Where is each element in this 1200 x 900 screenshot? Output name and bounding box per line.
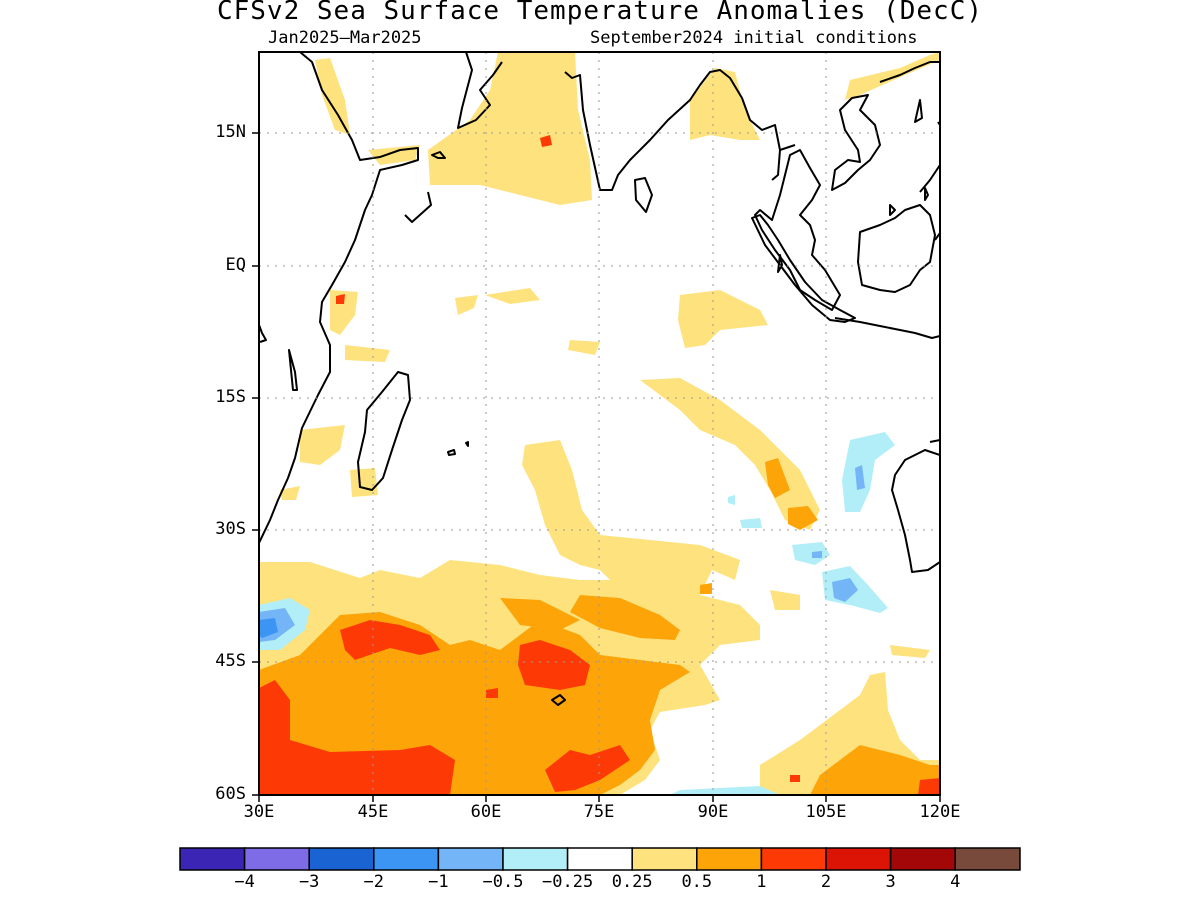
colorbar-label: −2 — [363, 872, 385, 892]
colorbar-label: −4 — [234, 872, 255, 892]
axis-ticks — [252, 132, 941, 802]
y-tick-label-eq: EQ — [225, 255, 246, 275]
colorbar-box-2 — [243, 847, 310, 871]
colorbar-label: 0.25 — [611, 872, 653, 892]
colorbar-box-11 — [825, 847, 892, 871]
colorbar-label: −0.5 — [482, 872, 524, 892]
x-tick-label-45e: 45E — [357, 802, 389, 822]
x-tick-label-90e: 90E — [697, 802, 729, 822]
x-tick-label-120e: 120E — [919, 802, 961, 822]
colorbar-box-9 — [696, 847, 763, 871]
initial-conditions: September2024 initial conditions — [590, 28, 918, 48]
forecast-period: Jan2025–Mar2025 — [268, 28, 422, 48]
y-tick-label-45s: 45S — [215, 651, 246, 671]
y-tick-label-30s: 30S — [215, 519, 246, 539]
colorbar-label: 0.5 — [681, 872, 713, 892]
colorbar-box-5 — [437, 847, 504, 871]
anomaly-1-2 — [259, 135, 940, 795]
colorbar-box-6 — [502, 847, 569, 871]
coastlines — [259, 52, 940, 706]
colorbar-box-7 — [566, 847, 633, 871]
colorbar-box-10 — [760, 847, 827, 871]
colorbar-box-3 — [308, 847, 375, 871]
colorbar-label: 1 — [756, 872, 767, 892]
colorbar-box-1 — [179, 847, 246, 871]
map-title: CFSv2 Sea Surface Temperature Anomalies … — [216, 0, 984, 26]
y-tick-label-15n: 15N — [215, 122, 246, 142]
y-tick-label-15s: 15S — [215, 387, 246, 407]
colorbar-label: 2 — [820, 872, 832, 892]
colorbar-label: −3 — [298, 872, 320, 892]
colorbar-box-13 — [954, 847, 1021, 871]
x-tick-label-105e: 105E — [805, 802, 847, 822]
colorbar-box-8 — [631, 847, 698, 871]
anomaly-field — [259, 52, 940, 795]
colorbar-label: 4 — [950, 872, 961, 892]
colorbar-label: −0.25 — [542, 872, 594, 892]
x-tick-label-30e: 30E — [243, 802, 275, 822]
colorbar-label: 3 — [885, 872, 896, 892]
negative-anomalies — [259, 432, 895, 795]
gridlines — [259, 52, 940, 795]
y-tick-label-60s: 60S — [215, 784, 246, 804]
colorbar-box-12 — [889, 847, 956, 871]
anomaly-0p5-1 — [259, 458, 940, 795]
colorbar — [179, 847, 1021, 871]
x-tick-label-60e: 60E — [470, 802, 502, 822]
colorbar-label: −1 — [428, 872, 449, 892]
colorbar-box-4 — [373, 847, 440, 871]
x-tick-label-75e: 75E — [583, 802, 615, 822]
